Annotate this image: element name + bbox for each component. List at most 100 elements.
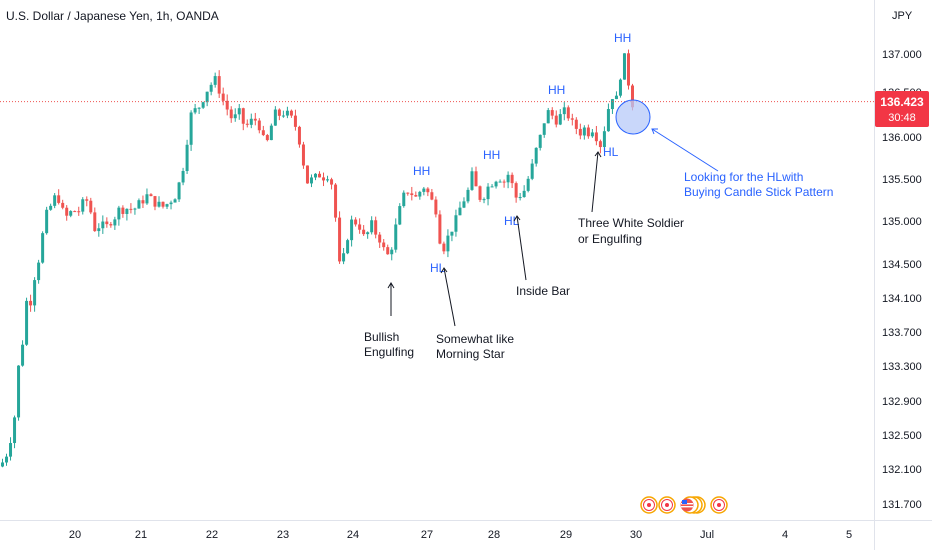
- candle-body: [438, 214, 442, 244]
- candle-body: [570, 118, 574, 120]
- candle-body: [177, 182, 181, 200]
- candle-body: [474, 171, 478, 187]
- y-tick: 132.500: [882, 430, 922, 442]
- pattern-label: Inside Bar: [516, 284, 570, 298]
- candle-body: [322, 177, 326, 181]
- candle-body: [406, 192, 410, 194]
- candle-body: [129, 208, 133, 210]
- candle-body: [193, 108, 197, 113]
- candle-body: [293, 115, 297, 127]
- hl-label: HL: [430, 261, 446, 275]
- candle-body: [229, 109, 233, 119]
- event-markers[interactable]: [640, 496, 728, 514]
- candle-body: [289, 110, 293, 116]
- candle-body: [105, 221, 109, 225]
- pattern-label: Engulfing: [364, 345, 414, 359]
- candle-body: [265, 135, 269, 141]
- candle-body: [342, 253, 346, 262]
- candle-body: [253, 118, 257, 121]
- candle-body: [37, 262, 41, 281]
- candle-body: [382, 242, 386, 248]
- x-tick: 5: [846, 529, 852, 541]
- candle-body: [546, 110, 550, 124]
- candle-body: [65, 207, 69, 216]
- candle-body: [73, 211, 77, 213]
- candle-body: [181, 171, 185, 183]
- candle-body: [318, 173, 322, 178]
- candle-body: [462, 201, 466, 208]
- candle-body: [49, 205, 53, 210]
- hl-label: HL: [603, 145, 619, 159]
- candle-body: [418, 191, 422, 197]
- candle-body: [466, 189, 470, 202]
- hh-label: HH: [413, 164, 430, 178]
- event-icon[interactable]: [658, 496, 676, 514]
- candle-body: [149, 194, 153, 197]
- candle-body: [386, 247, 390, 255]
- candle-body: [69, 211, 73, 216]
- candle-body: [494, 181, 498, 187]
- y-tick: 134.500: [882, 259, 922, 271]
- pattern-label: Morning Star: [436, 347, 505, 361]
- candle-body: [281, 115, 285, 117]
- candle-body: [514, 183, 518, 198]
- candle-body: [330, 179, 334, 185]
- arrowhead: [440, 267, 448, 274]
- symbol-title[interactable]: U.S. Dollar / Japanese Yen, 1h, OANDA: [6, 9, 219, 23]
- note-text: Buying Candle Stick Pattern: [684, 185, 833, 199]
- candle-body: [125, 208, 129, 214]
- candle-body: [269, 125, 273, 141]
- event-icon[interactable]: [710, 496, 728, 514]
- candle-body: [245, 123, 249, 125]
- x-tick: 28: [488, 529, 500, 541]
- candle-body: [165, 204, 169, 207]
- candle-body: [618, 79, 622, 96]
- candle-body: [554, 115, 558, 125]
- arrowhead: [513, 215, 521, 222]
- candle-body: [490, 186, 494, 188]
- y-tick: 134.100: [882, 293, 922, 305]
- x-axis[interactable]: 20 21 22 23 24 27 28 29 30 Jul 4 5: [69, 529, 852, 541]
- hh-label: HH: [614, 31, 631, 45]
- candle-body: [346, 240, 350, 254]
- target-circle[interactable]: [615, 99, 651, 135]
- candle-body: [598, 141, 602, 148]
- candle-body: [261, 130, 265, 136]
- candle-body: [33, 280, 37, 306]
- candle-body: [631, 85, 634, 108]
- candle-body: [414, 195, 418, 197]
- candle-body: [566, 107, 570, 119]
- price-badge-bg: [875, 91, 929, 127]
- candle-body: [221, 93, 225, 101]
- candle-body: [93, 212, 97, 232]
- candle-body: [53, 195, 57, 206]
- candle-body: [622, 53, 626, 80]
- candle-body: [498, 181, 502, 183]
- arrow-inside-bar: [516, 215, 527, 281]
- us-flag-event-icon[interactable]: [680, 496, 706, 514]
- event-icon[interactable]: [640, 496, 658, 514]
- pattern-arrows: [387, 151, 602, 327]
- y-tick: 135.500: [882, 174, 922, 186]
- candle-body: [189, 112, 193, 145]
- x-tick: 24: [347, 529, 359, 541]
- candle-body: [542, 123, 546, 135]
- x-tick: 21: [135, 529, 147, 541]
- candle-body: [470, 171, 474, 190]
- price-badge-value: 136.423: [880, 95, 924, 109]
- arrowhead: [594, 151, 602, 158]
- candle-body: [57, 195, 61, 203]
- candle-body: [610, 99, 614, 110]
- x-tick: Jul: [700, 529, 714, 541]
- candle-body: [101, 221, 105, 229]
- candle-body: [478, 186, 482, 200]
- candle-body: [422, 188, 426, 192]
- candle-body: [97, 228, 101, 232]
- y-tick: 137.000: [882, 49, 922, 61]
- candle-body: [458, 207, 462, 216]
- candle-body: [366, 232, 370, 235]
- y-tick: 133.700: [882, 327, 922, 339]
- x-tick: 27: [421, 529, 433, 541]
- candle-body: [338, 217, 342, 262]
